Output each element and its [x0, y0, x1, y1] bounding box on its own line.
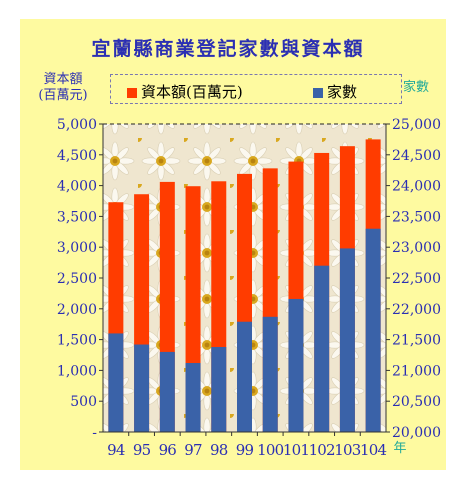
right-tick-label: 22,500 — [392, 271, 441, 287]
left-axis-title-line1: 資本額 — [43, 72, 83, 87]
bar-households — [237, 321, 252, 432]
right-tick-label: 25,000 — [392, 117, 441, 133]
bar-households — [314, 265, 330, 432]
left-axis-title: 資本額 (百萬元) — [28, 72, 98, 104]
legend-item-households: 家數 — [313, 81, 357, 102]
x-tick-label: 99 — [236, 441, 254, 459]
right-tick-label: 24,500 — [392, 148, 441, 164]
left-tick-label: 2,000 — [57, 302, 97, 318]
right-tick-label: 21,000 — [392, 363, 441, 379]
legend-swatch-capital — [127, 88, 137, 98]
legend: 資本額(百萬元) 家數 — [110, 74, 402, 104]
left-tick-label: 1,500 — [57, 333, 97, 349]
left-tick-label: 4,500 — [57, 148, 97, 164]
left-tick-label: 3,500 — [57, 209, 97, 225]
left-tick-label: - — [92, 425, 97, 441]
bar-households — [134, 344, 150, 432]
x-tick-label: 97 — [184, 441, 202, 459]
x-tick-label: 98 — [210, 441, 228, 459]
bar-households — [159, 351, 175, 432]
x-tick-label: 104 — [360, 441, 386, 459]
left-tick-label: 1,000 — [57, 363, 97, 379]
legend-item-capital: 資本額(百萬元) — [127, 81, 243, 102]
x-tick-label: 94 — [107, 441, 125, 459]
bar-households — [108, 333, 124, 432]
bar-households — [211, 346, 227, 432]
left-tick-label: 3,000 — [57, 240, 97, 256]
left-tick-label: 4,000 — [57, 179, 97, 195]
right-tick-label: 21,500 — [392, 333, 441, 349]
right-tick-label: 24,000 — [392, 179, 441, 195]
right-tick-label: 20,000 — [392, 425, 441, 441]
bar-households — [288, 298, 304, 432]
legend-label-households: 家數 — [327, 83, 358, 101]
right-tick-label: 23,000 — [392, 240, 441, 256]
right-tick-label: 23,500 — [392, 209, 441, 225]
bar-households — [365, 228, 381, 432]
x-tick-label: 101 — [283, 441, 309, 459]
x-tick-label: 102 — [309, 441, 335, 459]
right-tick-label: 22,000 — [392, 302, 441, 318]
bar-households — [185, 363, 201, 432]
x-unit-label: 年 — [393, 441, 406, 456]
bar-households — [339, 248, 355, 432]
left-tick-label: 5,000 — [57, 117, 97, 133]
chart-title: 宜蘭縣商業登記家數與資本額 — [91, 38, 365, 60]
x-tick-label: 100 — [257, 441, 283, 459]
right-axis-title: 家數 — [402, 80, 429, 95]
x-tick-label: 95 — [133, 441, 151, 459]
left-tick-label: 500 — [70, 394, 97, 410]
bar-households — [262, 316, 278, 432]
left-tick-label: 2,500 — [57, 271, 97, 287]
x-tick-label: 96 — [159, 441, 177, 459]
right-tick-label: 20,500 — [392, 394, 441, 410]
left-axis-title-line2: (百萬元) — [38, 88, 88, 103]
x-tick-label: 103 — [334, 441, 360, 459]
legend-label-capital: 資本額(百萬元) — [141, 83, 243, 101]
legend-swatch-households — [313, 88, 323, 98]
